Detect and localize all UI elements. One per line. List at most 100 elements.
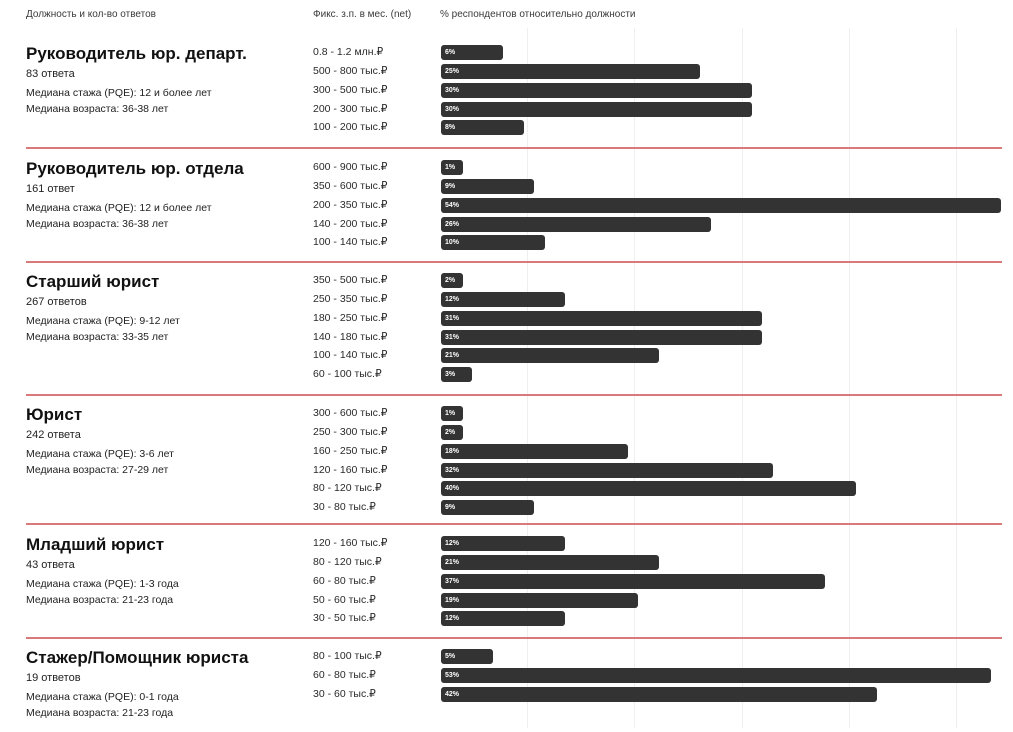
salary-range-label: 30 - 60 тыс.₽ (313, 687, 376, 700)
group-separator (26, 147, 1002, 149)
bar: 25% (441, 63, 701, 79)
bar: 2% (441, 424, 463, 440)
bar: 32% (441, 462, 773, 478)
bar: 8% (441, 120, 524, 136)
role-title: Руководитель юр. департ. (26, 44, 247, 63)
grid-line (956, 28, 957, 728)
bar-value-label: 1% (445, 410, 456, 417)
bar: 1% (441, 406, 463, 421)
bar: 9% (441, 500, 535, 516)
bar-value-label: 1% (445, 164, 456, 171)
bar: 54% (441, 197, 1001, 213)
bar-value-label: 18% (445, 447, 460, 455)
bar: 37% (441, 573, 825, 589)
salary-range-label: 350 - 500 тыс.₽ (313, 274, 388, 286)
bar-value-label: 26% (445, 220, 460, 228)
response-count: 242 ответа (26, 429, 81, 441)
median-age: Медиана возраста: 36-38 лет (26, 218, 169, 230)
bar: 31% (441, 310, 763, 326)
salary-range-label: 80 - 100 тыс.₽ (313, 650, 382, 662)
bar-value-label: 2% (445, 277, 456, 284)
role-title: Руководитель юр. отдела (26, 159, 244, 178)
bar: 26% (441, 216, 711, 232)
median-experience: Медиана стажа (PQE): 12 и более лет (26, 87, 212, 99)
bar-value-label: 19% (445, 596, 460, 604)
salary-range-label: 80 - 120 тыс.₽ (313, 555, 382, 568)
salary-range-label: 120 - 160 тыс.₽ (313, 537, 388, 549)
bar: 19% (441, 592, 639, 608)
median-experience: Медиана стажа (PQE): 9-12 лет (26, 315, 180, 327)
salary-range-label: 350 - 600 тыс.₽ (313, 179, 388, 192)
salary-range-label: 100 - 140 тыс.₽ (313, 236, 388, 249)
bar-value-label: 3% (445, 371, 456, 379)
median-age: Медиана возраста: 21-23 года (26, 707, 174, 719)
bar-value-label: 21% (445, 352, 460, 360)
bar-value-label: 12% (445, 295, 460, 303)
role-title: Стажер/Помощник юриста (26, 648, 249, 667)
bar-value-label: 30% (445, 86, 460, 94)
salary-range-label: 250 - 350 тыс.₽ (313, 292, 388, 305)
role-title: Юрист (26, 405, 83, 424)
role-title: Старший юрист (26, 272, 160, 291)
salary-range-label: 60 - 80 тыс.₽ (313, 668, 376, 681)
bar: 12% (441, 291, 566, 307)
bar: 18% (441, 443, 628, 459)
bar-value-label: 31% (445, 333, 460, 341)
salary-range-label: 60 - 100 тыс.₽ (313, 368, 382, 381)
bar-value-label: 53% (445, 671, 460, 679)
grid-line (742, 28, 743, 728)
bar: 21% (441, 554, 659, 570)
salary-range-label: 200 - 300 тыс.₽ (313, 102, 388, 115)
salary-range-label: 180 - 250 тыс.₽ (313, 311, 388, 324)
salary-range-label: 100 - 140 тыс.₽ (313, 349, 388, 362)
bar-value-label: 31% (445, 314, 460, 322)
salary-range-label: 60 - 80 тыс.₽ (313, 574, 376, 587)
median-experience: Медиана стажа (PQE): 3-6 лет (26, 448, 174, 460)
salary-range-label: 300 - 500 тыс.₽ (313, 83, 388, 96)
bar: 31% (441, 329, 763, 345)
median-experience: Медиана стажа (PQE): 0-1 года (26, 691, 179, 703)
response-count: 267 ответов (26, 296, 87, 308)
bar-value-label: 37% (445, 577, 460, 585)
role-title: Младший юрист (26, 535, 165, 554)
bar: 1% (441, 160, 463, 175)
response-count: 161 ответ (26, 183, 75, 195)
bar: 53% (441, 667, 991, 683)
bar: 5% (441, 649, 493, 664)
bar: 30% (441, 101, 753, 117)
response-count: 83 ответа (26, 68, 75, 80)
header-percent-column: % респондентов относительно должности (440, 9, 636, 20)
bar-value-label: 54% (445, 201, 460, 209)
header-role-column: Должность и кол-во ответов (26, 9, 156, 20)
bar-value-label: 32% (445, 466, 460, 474)
salary-range-label: 500 - 800 тыс.₽ (313, 64, 388, 77)
bar-value-label: 10% (445, 239, 460, 247)
bar-value-label: 21% (445, 558, 460, 566)
bar: 42% (441, 686, 877, 702)
bar: 30% (441, 82, 753, 98)
grid-line (634, 28, 635, 728)
bar-value-label: 40% (445, 485, 460, 493)
salary-range-label: 30 - 80 тыс.₽ (313, 501, 376, 514)
bar: 10% (441, 235, 545, 251)
bar-value-label: 9% (445, 182, 456, 190)
salary-range-label: 0.8 - 1.2 млн.₽ (313, 46, 384, 58)
median-age: Медиана возраста: 21-23 года (26, 594, 174, 606)
group-separator (26, 637, 1002, 639)
bar-value-label: 25% (445, 67, 460, 75)
grid-line (849, 28, 850, 728)
bar-value-label: 9% (445, 504, 456, 512)
salary-range-label: 160 - 250 тыс.₽ (313, 444, 388, 457)
salary-range-label: 80 - 120 тыс.₽ (313, 482, 382, 495)
grid-line (527, 28, 528, 728)
median-experience: Медиана стажа (PQE): 12 и более лет (26, 202, 212, 214)
salary-range-label: 200 - 350 тыс.₽ (313, 198, 388, 211)
salary-range-label: 50 - 60 тыс.₽ (313, 593, 376, 606)
bar-value-label: 2% (445, 428, 456, 436)
bar-value-label: 5% (445, 653, 456, 660)
salary-range-label: 300 - 600 тыс.₽ (313, 407, 388, 419)
salary-range-label: 250 - 300 тыс.₽ (313, 425, 388, 438)
bar: 3% (441, 367, 473, 383)
median-age: Медиана возраста: 33-35 лет (26, 331, 169, 343)
